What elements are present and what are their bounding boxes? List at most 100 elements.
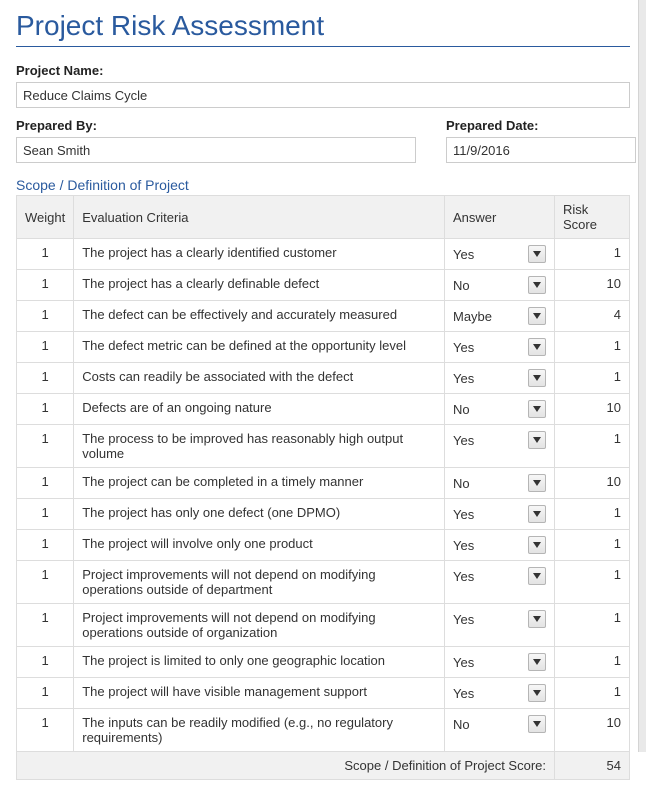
answer-value: No bbox=[453, 476, 470, 491]
chevron-down-icon bbox=[533, 313, 541, 319]
answer-value: Yes bbox=[453, 686, 474, 701]
project-name-input[interactable] bbox=[16, 82, 630, 108]
chevron-down-icon bbox=[533, 282, 541, 288]
cell-score: 10 bbox=[555, 394, 630, 425]
cell-score: 10 bbox=[555, 270, 630, 301]
risk-table: Weight Evaluation Criteria Answer Risk S… bbox=[16, 195, 630, 780]
table-row: 1The process to be improved has reasonab… bbox=[17, 425, 630, 468]
cell-criteria: The project has a clearly identified cus… bbox=[74, 239, 445, 270]
cell-answer: Yes bbox=[445, 561, 555, 604]
project-name-field: Project Name: bbox=[16, 63, 630, 108]
answer-value: Yes bbox=[453, 655, 474, 670]
chevron-down-icon bbox=[533, 616, 541, 622]
answer-dropdown-button[interactable] bbox=[528, 276, 546, 294]
cell-criteria: The inputs can be readily modified (e.g.… bbox=[74, 709, 445, 752]
project-name-row: Project Name: bbox=[16, 63, 630, 108]
cell-answer: No bbox=[445, 394, 555, 425]
cell-weight: 1 bbox=[17, 394, 74, 425]
scrollbar-track[interactable] bbox=[638, 0, 646, 752]
answer-dropdown-button[interactable] bbox=[528, 338, 546, 356]
chevron-down-icon bbox=[533, 406, 541, 412]
prepared-by-label: Prepared By: bbox=[16, 118, 416, 133]
cell-answer: No bbox=[445, 468, 555, 499]
cell-criteria: The project will have visible management… bbox=[74, 678, 445, 709]
cell-answer: Yes bbox=[445, 530, 555, 561]
cell-criteria: Defects are of an ongoing nature bbox=[74, 394, 445, 425]
totals-value: 54 bbox=[555, 752, 630, 780]
cell-score: 1 bbox=[555, 678, 630, 709]
cell-answer: Yes bbox=[445, 363, 555, 394]
answer-dropdown-button[interactable] bbox=[528, 610, 546, 628]
answer-dropdown-button[interactable] bbox=[528, 369, 546, 387]
answer-dropdown-button[interactable] bbox=[528, 536, 546, 554]
table-row: 1The project will involve only one produ… bbox=[17, 530, 630, 561]
prepared-row: Prepared By: Prepared Date: bbox=[16, 118, 630, 163]
answer-dropdown-button[interactable] bbox=[528, 307, 546, 325]
prepared-by-input[interactable] bbox=[16, 137, 416, 163]
col-header-answer: Answer bbox=[445, 196, 555, 239]
answer-dropdown-button[interactable] bbox=[528, 245, 546, 263]
table-row: 1The defect can be effectively and accur… bbox=[17, 301, 630, 332]
answer-dropdown-button[interactable] bbox=[528, 474, 546, 492]
answer-value: Yes bbox=[453, 507, 474, 522]
cell-answer: Yes bbox=[445, 678, 555, 709]
answer-dropdown-button[interactable] bbox=[528, 715, 546, 733]
cell-criteria: The project has a clearly definable defe… bbox=[74, 270, 445, 301]
answer-dropdown-button[interactable] bbox=[528, 567, 546, 585]
totals-row: Scope / Definition of Project Score: 54 bbox=[17, 752, 630, 780]
cell-score: 1 bbox=[555, 561, 630, 604]
cell-weight: 1 bbox=[17, 425, 74, 468]
answer-dropdown-button[interactable] bbox=[528, 653, 546, 671]
cell-answer: Yes bbox=[445, 239, 555, 270]
cell-criteria: The process to be improved has reasonabl… bbox=[74, 425, 445, 468]
cell-criteria: Project improvements will not depend on … bbox=[74, 561, 445, 604]
cell-weight: 1 bbox=[17, 363, 74, 394]
chevron-down-icon bbox=[533, 480, 541, 486]
cell-score: 10 bbox=[555, 709, 630, 752]
prepared-date-label: Prepared Date: bbox=[446, 118, 636, 133]
chevron-down-icon bbox=[533, 437, 541, 443]
cell-criteria: The defect can be effectively and accura… bbox=[74, 301, 445, 332]
cell-criteria: Project improvements will not depend on … bbox=[74, 604, 445, 647]
cell-weight: 1 bbox=[17, 709, 74, 752]
table-row: 1Project improvements will not depend on… bbox=[17, 604, 630, 647]
cell-score: 1 bbox=[555, 647, 630, 678]
col-header-weight: Weight bbox=[17, 196, 74, 239]
answer-value: Yes bbox=[453, 247, 474, 262]
col-header-score: Risk Score bbox=[555, 196, 630, 239]
answer-value: Yes bbox=[453, 538, 474, 553]
answer-value: No bbox=[453, 278, 470, 293]
answer-dropdown-button[interactable] bbox=[528, 505, 546, 523]
chevron-down-icon bbox=[533, 375, 541, 381]
chevron-down-icon bbox=[533, 251, 541, 257]
cell-score: 1 bbox=[555, 530, 630, 561]
cell-answer: Yes bbox=[445, 425, 555, 468]
cell-weight: 1 bbox=[17, 301, 74, 332]
prepared-date-field: Prepared Date: bbox=[446, 118, 636, 163]
cell-weight: 1 bbox=[17, 604, 74, 647]
cell-weight: 1 bbox=[17, 499, 74, 530]
chevron-down-icon bbox=[533, 573, 541, 579]
answer-value: Yes bbox=[453, 569, 474, 584]
table-row: 1The project will have visible managemen… bbox=[17, 678, 630, 709]
section-title: Scope / Definition of Project bbox=[16, 177, 630, 193]
prepared-by-field: Prepared By: bbox=[16, 118, 416, 163]
answer-dropdown-button[interactable] bbox=[528, 684, 546, 702]
cell-criteria: The project is limited to only one geogr… bbox=[74, 647, 445, 678]
page-title: Project Risk Assessment bbox=[16, 10, 630, 42]
cell-answer: Yes bbox=[445, 647, 555, 678]
answer-dropdown-button[interactable] bbox=[528, 431, 546, 449]
cell-score: 1 bbox=[555, 425, 630, 468]
table-row: 1The project has only one defect (one DP… bbox=[17, 499, 630, 530]
prepared-date-input[interactable] bbox=[446, 137, 636, 163]
cell-score: 1 bbox=[555, 239, 630, 270]
totals-label: Scope / Definition of Project Score: bbox=[17, 752, 555, 780]
cell-score: 1 bbox=[555, 363, 630, 394]
answer-dropdown-button[interactable] bbox=[528, 400, 546, 418]
cell-weight: 1 bbox=[17, 332, 74, 363]
page: Project Risk Assessment Project Name: Pr… bbox=[0, 0, 646, 796]
cell-weight: 1 bbox=[17, 468, 74, 499]
cell-weight: 1 bbox=[17, 678, 74, 709]
answer-value: No bbox=[453, 402, 470, 417]
project-name-label: Project Name: bbox=[16, 63, 630, 78]
